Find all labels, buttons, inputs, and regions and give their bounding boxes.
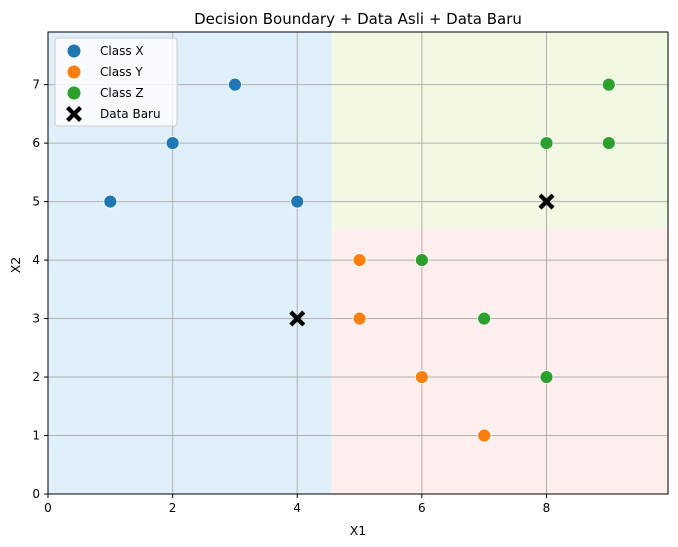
x-tick-label: 0 (44, 501, 52, 515)
x-tick-label: 2 (169, 501, 177, 515)
point-class-y (352, 311, 367, 326)
y-tick-label: 0 (32, 487, 40, 501)
legend: Class X Class Y Class Z Data Baru (54, 37, 178, 127)
legend-marker-class-z (67, 86, 81, 100)
y-tick-label: 4 (32, 253, 40, 267)
plot-frame (47, 31, 669, 495)
point-class-x (290, 194, 305, 209)
y-axis-label: X2 (8, 257, 23, 274)
y-tick-label: 2 (32, 370, 40, 384)
point-class-y (352, 253, 367, 267)
legend-marker-data-baru (66, 106, 82, 122)
point-class-x (165, 136, 180, 151)
legend-box (54, 37, 178, 127)
point-class-z (477, 311, 492, 326)
legend-marker-class-x (67, 44, 81, 58)
point-data-baru (538, 193, 555, 210)
x-axis-label: X1 (350, 523, 367, 538)
legend-label-class-x: Class X (100, 44, 144, 58)
region-class-y (331, 227, 668, 495)
point-data-baru (289, 310, 306, 327)
y-tick-label: 7 (32, 78, 40, 92)
data-points (103, 77, 616, 443)
x-tick-label: 4 (293, 501, 301, 515)
point-class-x (228, 77, 242, 92)
point-class-y (414, 370, 429, 384)
legend-label-class-z: Class Z (100, 86, 144, 100)
y-tick-label: 5 (32, 195, 40, 209)
point-class-x (103, 194, 118, 209)
y-tick-label: 6 (32, 136, 40, 150)
region-class-z (331, 32, 668, 228)
y-tick-label: 3 (32, 312, 40, 326)
y-tick-label: 1 (32, 429, 40, 443)
point-class-y (477, 428, 492, 443)
legend-label-data-baru: Data Baru (100, 107, 161, 121)
x-tick-label: 6 (418, 501, 426, 515)
point-class-z (414, 253, 429, 267)
chart-title: Decision Boundary + Data Asli + Data Bar… (194, 10, 522, 28)
point-class-z (539, 136, 554, 151)
point-class-z (601, 77, 616, 92)
decision-regions (48, 32, 668, 495)
point-class-z (539, 370, 554, 384)
point-class-z (601, 136, 616, 151)
legend-marker-class-y (67, 65, 81, 79)
x-tick-label: 8 (543, 501, 551, 515)
axis-ticks: 0 2 4 6 8 0 1 2 3 4 5 6 7 (32, 78, 550, 515)
legend-label-class-y: Class Y (100, 65, 143, 79)
